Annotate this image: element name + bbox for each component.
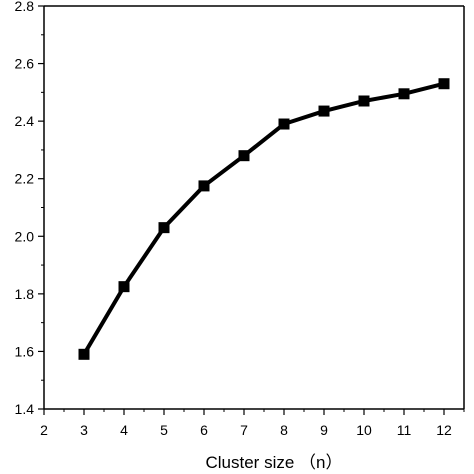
x-tick-label: 11 bbox=[397, 422, 412, 438]
axes bbox=[43, 5, 465, 410]
data-point-marker bbox=[358, 95, 370, 107]
x-tick-label: 12 bbox=[436, 422, 452, 438]
data-point-marker bbox=[158, 222, 170, 234]
x-axis-label: Cluster size （n） bbox=[206, 453, 343, 472]
series bbox=[78, 78, 450, 360]
x-tick-label: 4 bbox=[120, 422, 128, 438]
y-tick-label: 1.4 bbox=[15, 401, 35, 417]
y-tick-label: 2.0 bbox=[15, 228, 35, 244]
ticks: 2 3 4 5 6 7 8 9 10 11 12 1.4 1.6 1.8 2.0 2.2 2.4 2.6 2.8 bbox=[15, 0, 465, 438]
y-tick-label: 2.2 bbox=[15, 171, 35, 187]
data-point-marker bbox=[78, 348, 90, 360]
x-tick-label: 3 bbox=[80, 422, 88, 438]
data-point-marker bbox=[118, 281, 130, 293]
y-tick-label: 2.4 bbox=[15, 113, 35, 129]
x-tick-label: 6 bbox=[200, 422, 208, 438]
x-tick-label: 8 bbox=[280, 422, 288, 438]
x-tick-label: 9 bbox=[320, 422, 328, 438]
series-line bbox=[82, 81, 445, 356]
data-point-marker bbox=[278, 118, 290, 130]
x-tick-label: 7 bbox=[240, 422, 248, 438]
data-point-marker bbox=[398, 88, 410, 100]
y-tick-label: 2.6 bbox=[15, 56, 35, 72]
y-tick-label: 1.6 bbox=[15, 343, 35, 359]
y-tick-label: 1.8 bbox=[15, 286, 35, 302]
data-point-marker bbox=[438, 78, 450, 90]
data-point-marker bbox=[238, 150, 250, 162]
data-point-marker bbox=[198, 180, 210, 192]
x-tick-label: 2 bbox=[40, 422, 48, 438]
x-tick-label: 5 bbox=[160, 422, 168, 438]
data-point-marker bbox=[318, 105, 330, 117]
x-tick-label: 10 bbox=[356, 422, 372, 438]
y-tick-label: 2.8 bbox=[15, 0, 35, 14]
